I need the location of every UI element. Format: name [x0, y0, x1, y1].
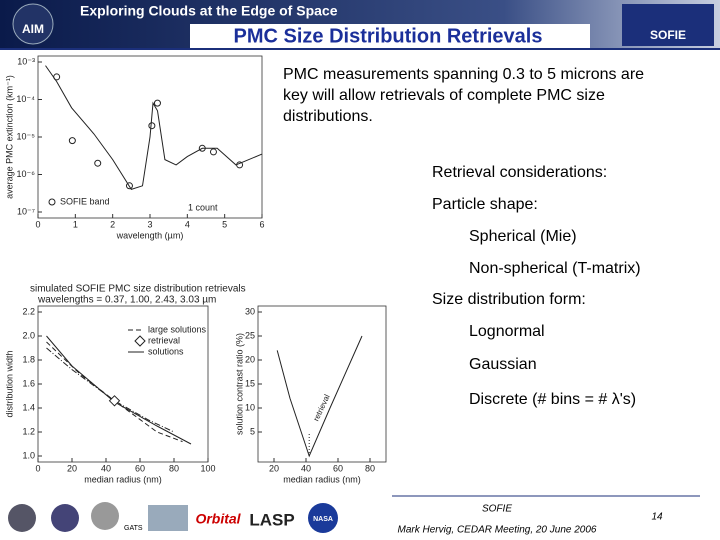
curve — [276, 335, 363, 458]
x-tick-label: 0 — [35, 219, 40, 229]
bullet-item: Particle shape: — [432, 196, 538, 213]
y-tick-label: 1.2 — [22, 426, 35, 436]
footer-credit: Mark Hervig, CEDAR Meeting, 20 June 2006 — [398, 525, 597, 536]
legend-symbol — [48, 198, 56, 206]
plot-frame — [257, 305, 387, 463]
y-tick-label: 2.0 — [22, 330, 35, 340]
marker — [108, 395, 121, 407]
bullet-item: Lognormal — [469, 323, 545, 340]
marker — [153, 99, 161, 107]
bullet-item: Retrieval considerations: — [432, 164, 607, 181]
y-tick-label: 5 — [250, 426, 255, 436]
y-tick-label: 10 — [245, 402, 255, 412]
x-axis-label: median radius (nm) — [84, 474, 162, 484]
y-tick-label: 10⁻⁴ — [16, 94, 35, 104]
x-tick-label: 1 — [73, 219, 78, 229]
marker — [53, 73, 61, 81]
bullet-item: Size distribution form: — [432, 291, 586, 308]
banner-text: Exploring Clouds at the Edge of Space — [80, 3, 338, 19]
sofie-logo — [622, 4, 714, 46]
x-tick-label: 100 — [200, 463, 215, 473]
bullet-item: Gaussian — [469, 356, 537, 373]
x-tick-label: 20 — [269, 463, 279, 473]
y-tick-label: 30 — [245, 306, 255, 316]
title-box — [190, 24, 590, 48]
x-tick-label: 6 — [259, 219, 264, 229]
legend-text: large solutions — [148, 324, 207, 334]
intro-text: PMC measurements spanning 0.3 to 5 micro… — [283, 66, 644, 83]
y-tick-label: 10⁻⁶ — [17, 169, 36, 179]
bullet-item: Spherical (Mie) — [469, 228, 577, 245]
y-tick-label: 15 — [245, 378, 255, 388]
x-tick-label: 40 — [301, 463, 311, 473]
x-tick-label: 40 — [101, 463, 111, 473]
y-axis-label: distribution width — [4, 350, 14, 417]
y-tick-label: 1.0 — [22, 450, 35, 460]
lasp-logo: LASP — [249, 510, 294, 529]
marker — [198, 144, 206, 152]
x-tick-label: 80 — [169, 463, 179, 473]
x-tick-label: 5 — [222, 219, 227, 229]
y-tick-label: 10⁻⁵ — [17, 131, 36, 141]
x-tick-label: 0 — [35, 463, 40, 473]
nasa-text: NASA — [313, 516, 333, 523]
y-tick-label: 1.8 — [22, 354, 35, 364]
y-axis-label: average PMC extinction (km⁻¹) — [4, 75, 14, 199]
aim-logo — [12, 3, 54, 45]
logo-3 — [148, 505, 188, 531]
header-rule — [0, 48, 720, 50]
x-tick-label: 4 — [185, 219, 190, 229]
x-tick-label: 20 — [67, 463, 77, 473]
intro-text: distributions. — [283, 108, 373, 125]
slide-title: PMC Size Distribution Retrievals — [234, 25, 543, 47]
legend-symbol — [134, 335, 146, 347]
x-tick-label: 60 — [333, 463, 343, 473]
bullet-item: Discrete (# bins = # λ's) — [469, 391, 636, 408]
y-tick-label: 25 — [245, 330, 255, 340]
marker — [125, 182, 133, 190]
curve — [45, 65, 263, 190]
x-axis-label: wavelength (µm) — [116, 230, 184, 240]
y-tick-label: 1.4 — [22, 402, 35, 412]
x-axis-label: median radius (nm) — [283, 474, 361, 484]
x-tick-label: 3 — [147, 219, 152, 229]
annotation: 1 count — [188, 202, 218, 212]
legend-text: solutions — [148, 346, 184, 356]
logo-1 — [8, 504, 36, 532]
aim-logo-text: AIM — [22, 22, 44, 36]
annotation: retrieval — [312, 393, 332, 423]
marker — [68, 137, 76, 145]
y-tick-label: 10⁻⁷ — [17, 206, 35, 216]
figure-caption: simulated SOFIE PMC size distribution re… — [30, 284, 246, 295]
y-tick-label: 10⁻³ — [17, 56, 35, 66]
bullet-item: Non-spherical (T-matrix) — [469, 260, 641, 277]
gats-logo — [91, 502, 119, 530]
y-tick-label: 1.6 — [22, 378, 35, 388]
marker — [148, 122, 156, 130]
marker — [94, 159, 102, 167]
marker — [236, 161, 244, 169]
figure-caption: wavelengths = 0.37, 1.00, 2.43, 3.03 µm — [37, 295, 216, 306]
x-tick-label: 2 — [110, 219, 115, 229]
y-axis-label: solution contrast ratio (%) — [234, 333, 244, 435]
sofie-logo-text: SOFIE — [650, 28, 686, 42]
legend-text: SOFIE band — [60, 196, 110, 206]
x-tick-label: 60 — [135, 463, 145, 473]
page-number: 14 — [651, 512, 663, 523]
gats-text: GATS — [124, 525, 143, 532]
curve — [46, 347, 175, 433]
x-tick-label: 80 — [365, 463, 375, 473]
legend-text: retrieval — [148, 335, 180, 345]
y-tick-label: 2.2 — [22, 306, 35, 316]
y-tick-label: 20 — [245, 354, 255, 364]
nasa-logo — [308, 503, 338, 533]
logo-2 — [51, 504, 79, 532]
orbital-logo: Orbital — [195, 511, 241, 527]
marker — [209, 148, 217, 156]
footer-project: SOFIE — [482, 504, 512, 515]
intro-text: key will allow retrievals of complete PM… — [283, 87, 605, 104]
